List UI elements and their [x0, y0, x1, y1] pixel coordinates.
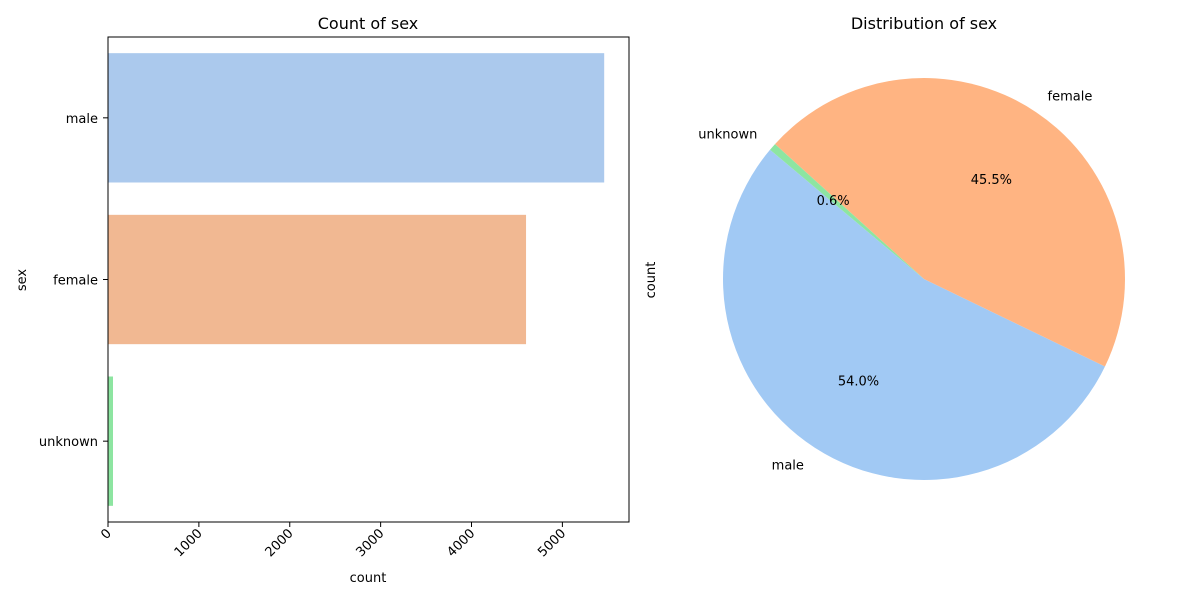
pie-chart-title: Distribution of sex [851, 14, 997, 33]
pie-label-unknown: unknown [698, 128, 757, 143]
pie-pct-female: 45.5% [971, 173, 1012, 188]
bars [108, 53, 605, 506]
bar-y-axis-label: sex [15, 269, 30, 292]
bar-x-ticks: 0 1000 2000 3000 4000 5000 [98, 522, 569, 560]
bar-unknown [108, 376, 113, 506]
pie-y-axis-label: count [644, 262, 659, 299]
x-tick-label: 3000 [353, 526, 387, 560]
y-tick-label: unknown [39, 435, 98, 450]
bar-chart-title: Count of sex [318, 14, 418, 33]
pie-label-male: male [772, 459, 804, 474]
pie-pct-unknown: 0.6% [817, 194, 850, 209]
x-tick-label: 2000 [263, 526, 297, 560]
pie-slice-male [722, 149, 1105, 481]
bar-female [108, 214, 527, 345]
pie-slice-labels: male 54.0% female 45.5% unknown 0.6% [698, 90, 1092, 474]
x-tick-label: 4000 [444, 526, 478, 560]
x-tick-label: 0 [98, 526, 114, 542]
pie-pct-male: 54.0% [838, 374, 879, 389]
bar-chart: Count of sex male female unknown 0 1000 2000… [15, 14, 630, 586]
y-tick-label: male [66, 112, 98, 127]
bar-x-axis-label: count [350, 571, 387, 586]
bar-y-ticks: male female unknown [39, 112, 108, 450]
y-tick-label: female [53, 274, 98, 289]
x-tick-label: 5000 [535, 526, 569, 560]
pie-slice-female [774, 78, 1125, 367]
pie-slice-unknown [770, 144, 924, 279]
pie-slices [722, 78, 1125, 481]
x-tick-label: 1000 [172, 526, 206, 560]
pie-chart: Distribution of sex count male 54.0% femal… [644, 14, 1125, 481]
bar-male [108, 53, 605, 183]
pie-label-female: female [1048, 90, 1093, 105]
